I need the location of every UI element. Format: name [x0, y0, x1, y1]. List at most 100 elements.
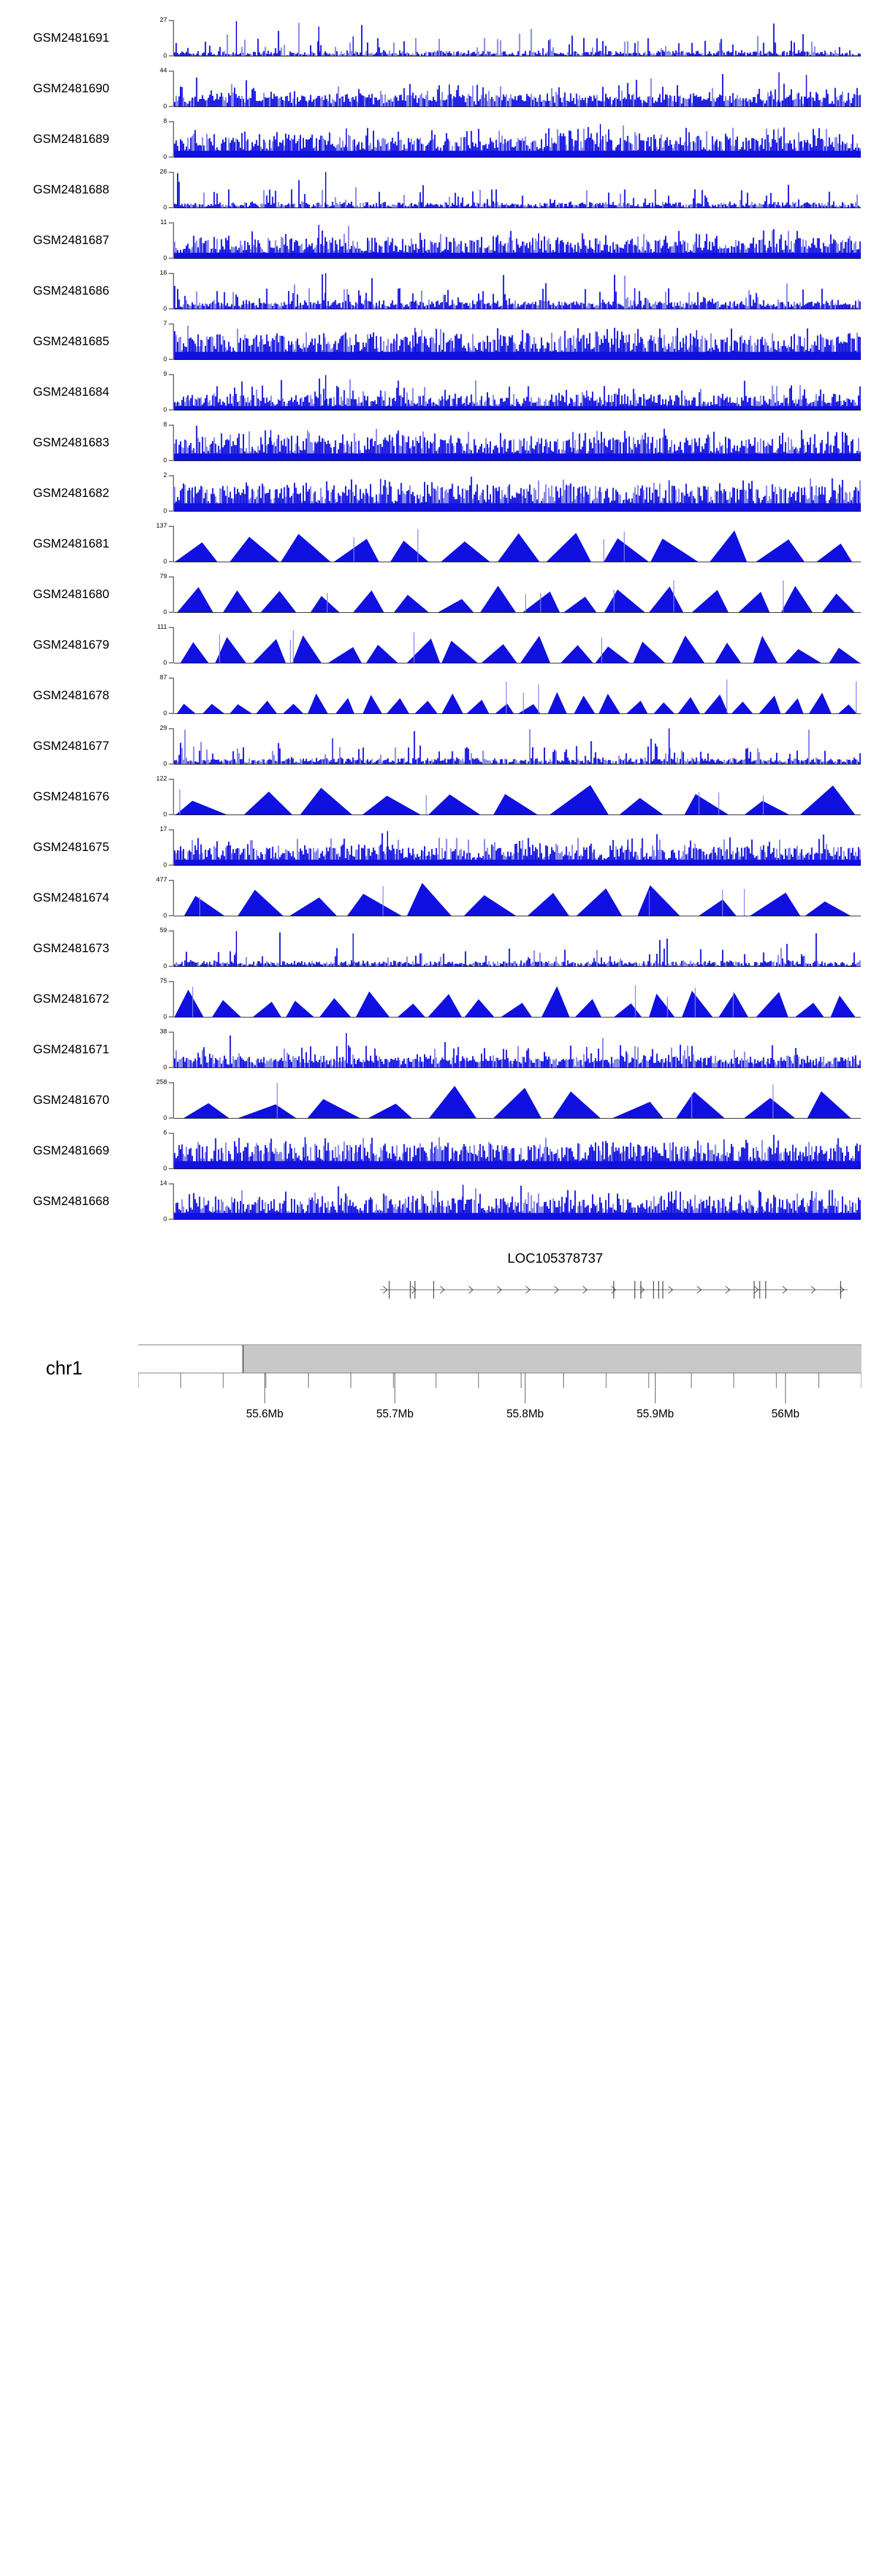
track-row-gsm2481681[interactable]: GSM2481681 137 0	[0, 519, 882, 569]
axis-tick-top	[169, 829, 174, 830]
coverage-plot[interactable]	[174, 425, 861, 461]
track-row-gsm2481691[interactable]: GSM2481691 27 0	[0, 13, 882, 64]
track-row-gsm2481676[interactable]: GSM2481676 122 0	[0, 772, 882, 822]
track-baseline	[174, 1118, 861, 1119]
coverage-plot[interactable]	[174, 1032, 861, 1068]
axis-max-label: 38	[159, 1028, 167, 1035]
coverage-plot[interactable]	[174, 829, 861, 866]
track-label-cell: GSM2481668	[0, 1176, 147, 1227]
coverage-plot[interactable]	[174, 172, 861, 208]
track-row-gsm2481671[interactable]: GSM2481671 38 0	[0, 1025, 882, 1075]
axis-min-label: 0	[163, 1064, 167, 1071]
coverage-plot[interactable]	[174, 20, 861, 56]
track-y-axis: 111 0	[147, 624, 174, 666]
coverage-plot[interactable]	[174, 627, 861, 663]
track-row-gsm2481668[interactable]: GSM2481668 14 0	[0, 1176, 882, 1227]
coverage-plot[interactable]	[174, 273, 861, 309]
axis-line	[173, 172, 174, 208]
track-row-gsm2481673[interactable]: GSM2481673 59 0	[0, 923, 882, 974]
axis-min-label: 0	[163, 1115, 167, 1122]
coverage-plot[interactable]	[174, 880, 861, 916]
coverage-plot[interactable]	[174, 728, 861, 765]
axis-tick-top	[169, 374, 174, 375]
axis-tick-top	[169, 425, 174, 426]
coverage-plot[interactable]	[174, 779, 861, 815]
track-row-gsm2481686[interactable]: GSM2481686 16 0	[0, 266, 882, 316]
gene-model-track[interactable]	[380, 1280, 848, 1300]
track-row-gsm2481683[interactable]: GSM2481683 8 0	[0, 418, 882, 468]
ruler-label: 55.7Mb	[376, 1408, 414, 1420]
axis-tick-top	[169, 728, 174, 729]
axis-min-label: 0	[163, 659, 167, 666]
axis-max-label: 14	[159, 1180, 167, 1187]
track-label-cell: GSM2481685	[0, 316, 147, 367]
track-row-gsm2481678[interactable]: GSM2481678 87 0	[0, 670, 882, 721]
coverage-plot[interactable]	[174, 1183, 861, 1220]
track-label: GSM2481671	[33, 1043, 109, 1056]
track-label-cell: GSM2481683	[0, 418, 147, 468]
axis-max-label: 29	[159, 725, 167, 732]
coverage-plot[interactable]	[174, 222, 861, 259]
track-row-gsm2481680[interactable]: GSM2481680 79 0	[0, 569, 882, 620]
axis-min-label: 0	[163, 508, 167, 515]
coverage-plot[interactable]	[174, 981, 861, 1017]
track-row-gsm2481670[interactable]: GSM2481670 258 0	[0, 1075, 882, 1126]
coverage-plot[interactable]	[174, 576, 861, 613]
track-label-cell: GSM2481682	[0, 468, 147, 519]
coverage-plot[interactable]	[174, 1133, 861, 1169]
axis-tick-top	[169, 172, 174, 173]
axis-max-label: 27	[159, 16, 167, 24]
axis-tick-bottom	[169, 612, 174, 613]
coverage-plot[interactable]	[174, 1082, 861, 1119]
track-row-gsm2481672[interactable]: GSM2481672 75 0	[0, 974, 882, 1025]
track-row-gsm2481674[interactable]: GSM2481674 477 0	[0, 873, 882, 923]
coverage-plot[interactable]	[174, 526, 861, 562]
axis-min-label: 0	[163, 609, 167, 616]
axis-max-label: 17	[159, 826, 167, 833]
axis-max-label: 11	[160, 219, 167, 226]
axis-tick-bottom	[169, 207, 174, 208]
track-label: GSM2481675	[33, 840, 109, 854]
track-row-gsm2481677[interactable]: GSM2481677 29 0	[0, 721, 882, 772]
coverage-plot[interactable]	[174, 323, 861, 360]
track-y-axis: 137 0	[147, 523, 174, 565]
axis-line	[173, 1183, 174, 1220]
coverage-plot[interactable]	[174, 678, 861, 714]
track-row-gsm2481687[interactable]: GSM2481687 11 0	[0, 215, 882, 266]
track-row-gsm2481679[interactable]: GSM2481679 111 0	[0, 620, 882, 670]
track-row-gsm2481690[interactable]: GSM2481690 44 0	[0, 64, 882, 114]
axis-tick-bottom	[169, 409, 174, 411]
ideogram-section: chr1 55.6Mb 55.7Mb 55.8Mb 55.9Mb 56Mb	[0, 1327, 882, 1474]
coverage-plot[interactable]	[174, 475, 861, 512]
coverage-plot[interactable]	[174, 374, 861, 411]
track-row-gsm2481682[interactable]: GSM2481682 2 0	[0, 468, 882, 519]
axis-line	[173, 526, 174, 562]
axis-tick-bottom	[169, 865, 174, 866]
axis-line	[173, 678, 174, 714]
axis-min-label: 0	[163, 811, 167, 818]
track-row-gsm2481688[interactable]: GSM2481688 26 0	[0, 165, 882, 215]
track-label-cell: GSM2481684	[0, 367, 147, 418]
axis-max-label: 87	[159, 674, 167, 681]
track-row-gsm2481689[interactable]: GSM2481689 8 0	[0, 114, 882, 165]
coverage-plot[interactable]	[174, 71, 861, 107]
ideogram-graphics[interactable]	[138, 1344, 861, 1421]
gene-name-label: LOC105378737	[507, 1250, 603, 1266]
axis-min-label: 0	[163, 154, 167, 161]
coverage-plot[interactable]	[174, 930, 861, 967]
track-row-gsm2481675[interactable]: GSM2481675 17 0	[0, 822, 882, 873]
axis-line	[173, 1082, 174, 1119]
axis-line	[173, 20, 174, 56]
axis-tick-top	[169, 930, 174, 932]
track-y-axis: 87 0	[147, 674, 174, 717]
axis-line	[173, 627, 174, 663]
axis-tick-top	[169, 121, 174, 122]
track-label: GSM2481686	[33, 284, 109, 298]
coverage-plot[interactable]	[174, 121, 861, 158]
axis-line	[173, 576, 174, 613]
track-row-gsm2481685[interactable]: GSM2481685 7 0	[0, 316, 882, 367]
track-row-gsm2481684[interactable]: GSM2481684 9 0	[0, 367, 882, 418]
track-row-gsm2481669[interactable]: GSM2481669 6 0	[0, 1126, 882, 1176]
